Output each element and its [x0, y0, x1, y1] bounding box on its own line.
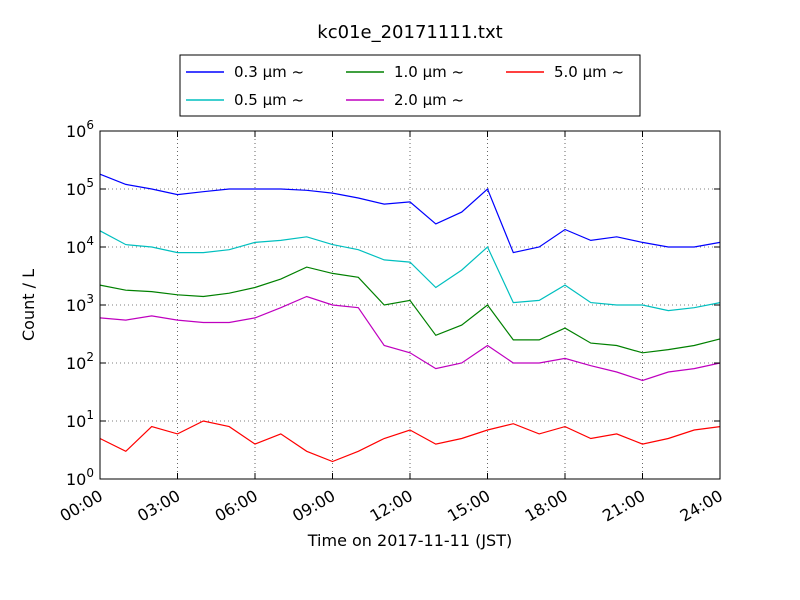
series-line [99, 295, 721, 382]
series-line [99, 420, 721, 463]
plot-area [99, 173, 721, 463]
y-tick-label: 105 [66, 176, 94, 199]
x-tick-label: 12:00 [367, 486, 416, 526]
series-line [99, 230, 721, 312]
y-tick-label: 103 [66, 292, 94, 315]
x-tick-label: 24:00 [677, 486, 726, 526]
y-tick-label: 104 [66, 234, 94, 257]
x-tick-label: 09:00 [289, 486, 338, 526]
x-tick-label: 03:00 [134, 486, 183, 526]
x-tick-label: 00:00 [57, 486, 106, 526]
y-tick-label: 101 [66, 408, 94, 431]
legend-label: 1.0 μm ~ [394, 63, 464, 81]
y-tick-labels: 100 101 102 103 104 105 106 [66, 118, 94, 489]
legend: 0.3 μm ~ 0.5 μm ~ 1.0 μm ~ 2.0 μm ~ 5.0 μm ~ [179, 54, 641, 117]
series-line [99, 266, 721, 354]
chart-title: kc01e_20171111.txt [317, 22, 502, 43]
x-tick-label: 21:00 [599, 486, 648, 526]
y-tick-label: 102 [66, 350, 94, 373]
legend-label: 0.3 μm ~ [234, 63, 304, 81]
y-axis-label: Count / L [19, 269, 38, 341]
legend-label: 5.0 μm ~ [554, 63, 624, 81]
legend-label: 2.0 μm ~ [394, 91, 464, 109]
x-tick-label: 15:00 [444, 486, 493, 526]
y-tick-label: 100 [66, 466, 94, 489]
series-line [99, 173, 721, 254]
legend-label: 0.5 μm ~ [234, 91, 304, 109]
x-tick-labels: 00:00 03:00 06:00 09:00 12:00 15:00 18:00 21:00… [57, 486, 726, 526]
y-tick-label: 106 [66, 118, 94, 141]
x-tick-label: 06:00 [212, 486, 261, 526]
legend-box [179, 54, 641, 117]
ticks [99, 130, 721, 480]
x-tick-label: 18:00 [522, 486, 571, 526]
x-axis-label: Time on 2017-11-11 (JST) [307, 531, 512, 550]
